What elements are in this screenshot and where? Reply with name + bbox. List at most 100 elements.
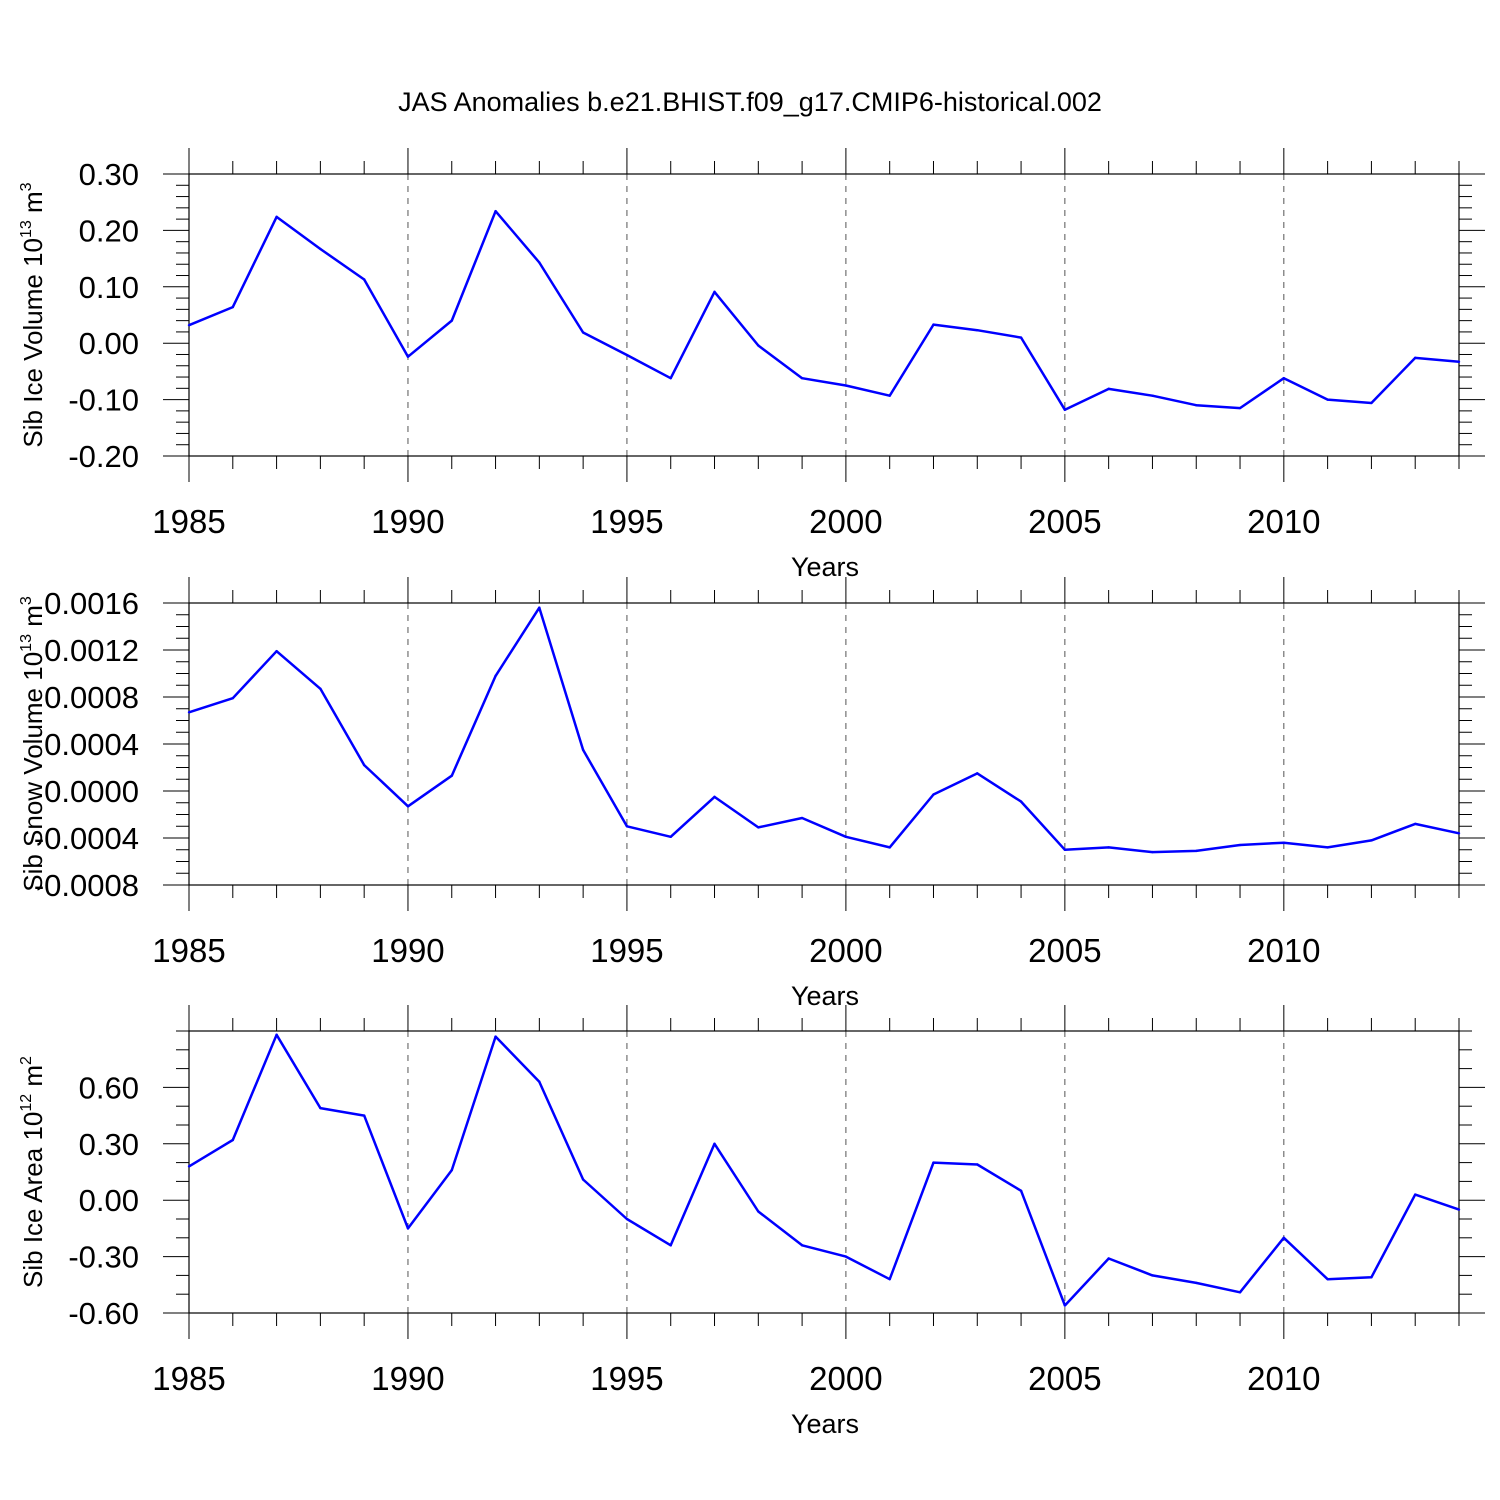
data-point: [581, 748, 585, 752]
data-point: [1107, 846, 1110, 849]
data-point: [187, 323, 191, 327]
data-point: [1019, 800, 1023, 803]
data-point: [494, 1035, 497, 1038]
data-point: [450, 774, 453, 777]
data-point: [1151, 1274, 1154, 1277]
data-point: [494, 674, 497, 678]
x-tick-label: 2010: [1247, 1360, 1320, 1397]
data-point: [538, 1080, 541, 1083]
data-point: [538, 261, 541, 264]
data-point: [1019, 336, 1023, 339]
y-axis-label: Sib Ice Volume 1013 m3: [18, 182, 48, 447]
data-point: [1457, 1208, 1461, 1211]
data-point: [1326, 846, 1329, 849]
data-point: [669, 835, 672, 839]
data-point: [976, 329, 979, 332]
data-point: [1370, 839, 1373, 842]
x-tick-label: 1990: [371, 1360, 444, 1397]
data-point: [275, 1033, 278, 1036]
data-point: [1282, 841, 1286, 844]
data-point: [625, 1217, 629, 1221]
data-point: [800, 376, 804, 380]
data-point: [625, 825, 629, 828]
data-point: [362, 1114, 366, 1117]
y-tick-label: 0.00: [79, 1183, 139, 1218]
data-point: [976, 1163, 979, 1166]
data-point: [1151, 850, 1154, 854]
y-tick-label: -0.30: [68, 1240, 139, 1275]
data-point: [450, 1168, 453, 1172]
x-tick-label: 2000: [809, 1360, 882, 1397]
x-tick-label: 1995: [590, 932, 663, 969]
data-point: [362, 763, 366, 767]
data-point: [713, 290, 716, 294]
x-tick-label: 2010: [1247, 932, 1320, 969]
data-point: [1326, 1277, 1329, 1281]
data-point: [319, 687, 322, 690]
y-tick-label: -0.10: [68, 383, 139, 418]
data-point: [1414, 1193, 1417, 1196]
x-axis-label: Years: [791, 981, 859, 1011]
x-tick-label: 1990: [371, 932, 444, 969]
data-point: [450, 319, 453, 322]
data-point: [888, 846, 891, 849]
y-tick-label: 0.30: [79, 1127, 139, 1162]
series-line: [188, 606, 1460, 854]
y-axis-label: Sib Snow Volume 1013 m3: [18, 596, 48, 892]
data-point: [319, 247, 322, 251]
x-tick-label: 1985: [152, 1360, 225, 1397]
plot-frame: [188, 173, 1460, 457]
data-point: [1457, 360, 1461, 364]
data-point: [494, 210, 497, 213]
data-point: [888, 1277, 891, 1281]
data-point: [1457, 832, 1461, 835]
data-point: [1370, 401, 1373, 405]
data-point: [1195, 1281, 1198, 1285]
x-tick-label: 2000: [809, 503, 882, 540]
data-point: [932, 793, 935, 796]
data-point: [1238, 1291, 1242, 1294]
x-tick-label: 2005: [1028, 932, 1101, 969]
data-point: [1063, 1304, 1067, 1307]
series-line: [188, 1033, 1460, 1307]
x-axis-label: Years: [791, 552, 859, 582]
data-point: [1282, 1236, 1286, 1240]
data-point: [1414, 822, 1417, 826]
data-point: [362, 278, 366, 281]
x-tick-label: 1985: [152, 503, 225, 540]
y-tick-label: 0.60: [79, 1070, 139, 1105]
data-point: [1195, 849, 1198, 853]
x-tick-label: 1995: [590, 1360, 663, 1397]
data-point: [713, 1142, 716, 1146]
data-point: [976, 772, 979, 775]
data-point: [231, 1138, 234, 1142]
x-axis-label: Years: [791, 1409, 859, 1439]
data-point: [757, 344, 760, 347]
y-tick-label: 0.0016: [44, 586, 139, 621]
data-point: [844, 1255, 848, 1258]
y-tick-label: 0.0008: [44, 680, 139, 715]
data-point: [713, 795, 716, 799]
data-point: [187, 1165, 191, 1168]
panels: -0.20 -0.10 0.00 0.10 0.20 0.30 1985 1990 1995 20…: [18, 148, 1485, 1439]
data-point: [187, 711, 191, 714]
x-tick-label: 1990: [371, 503, 444, 540]
plot-frame: [188, 1030, 1460, 1314]
data-point: [888, 394, 891, 397]
data-point: [406, 1227, 410, 1230]
data-point: [800, 816, 804, 820]
x-tick-label: 1995: [590, 503, 663, 540]
panel-2: -0.0008 -0.0004 0.0000 0.0004 0.0008 0.0012 0.…: [18, 577, 1485, 1011]
data-point: [231, 305, 234, 309]
data-point: [1195, 404, 1198, 407]
y-tick-label: -0.60: [68, 1296, 139, 1331]
data-point: [1151, 394, 1154, 397]
y-tick-label: -0.0004: [34, 821, 139, 856]
data-point: [757, 1210, 760, 1213]
panel-1: -0.20 -0.10 0.00 0.10 0.20 0.30 1985 1990 1995 20…: [18, 148, 1485, 582]
y-tick-label: 0.00: [79, 326, 139, 361]
chart-title: JAS Anomalies b.e21.BHIST.f09_g17.CMIP6-…: [398, 87, 1102, 117]
y-tick-label: 0.0004: [44, 727, 139, 762]
x-tick-label: 2010: [1247, 503, 1320, 540]
